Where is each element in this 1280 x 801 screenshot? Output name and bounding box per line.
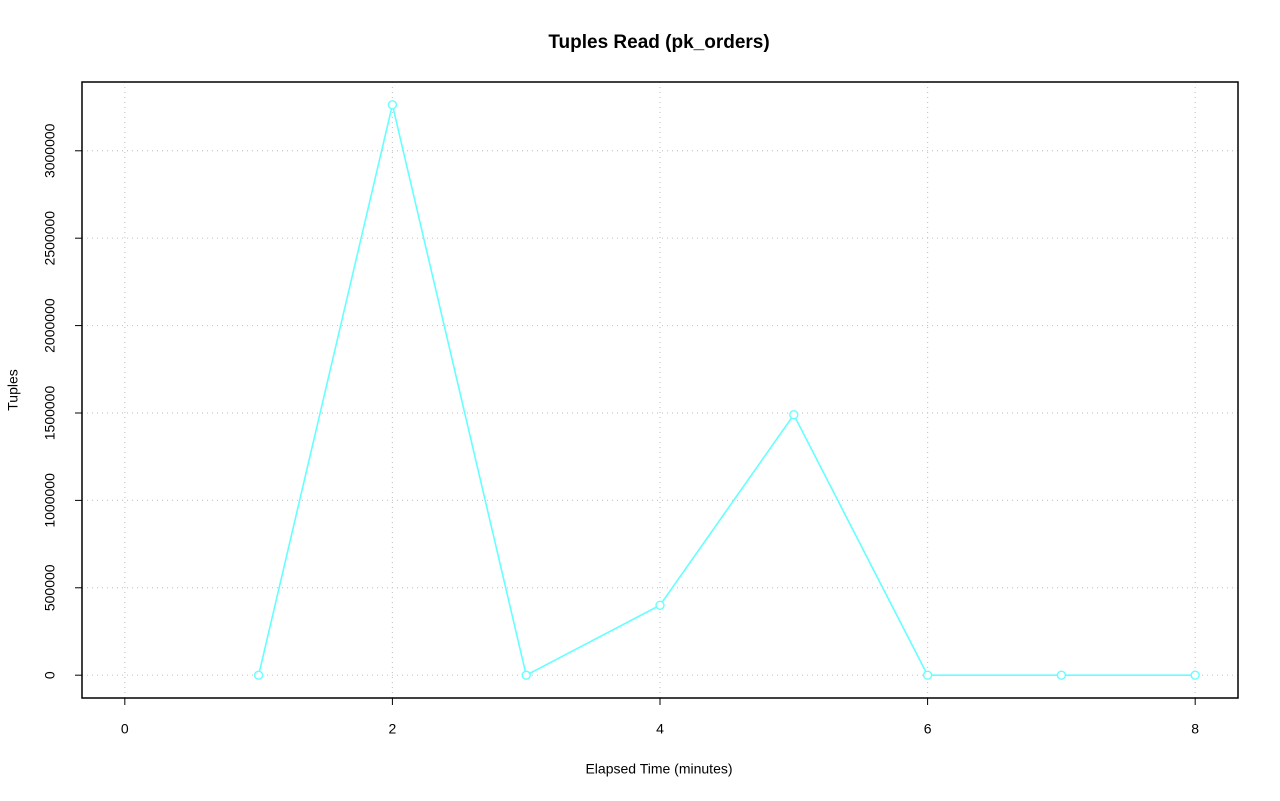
chart-title: Tuples Read (pk_orders): [548, 32, 769, 53]
data-point: [521, 670, 531, 680]
data-point: [789, 410, 799, 420]
y-tick-label: 2000000: [42, 298, 58, 353]
data-point: [1056, 670, 1067, 680]
data-point: [922, 670, 933, 680]
x-tick-label: 4: [656, 721, 664, 737]
y-tick-label: 2500000: [42, 211, 58, 266]
y-axis-label: Tuples: [5, 369, 21, 411]
data-point: [387, 100, 398, 110]
y-tick-label: 0: [42, 671, 58, 679]
x-axis-label: Elapsed Time (minutes): [585, 761, 732, 777]
data-point: [1190, 670, 1200, 680]
data-point: [253, 670, 264, 680]
data-line: [257, 104, 1196, 677]
y-tick-label: 1000000: [42, 473, 58, 528]
x-tick-label: 6: [924, 721, 932, 737]
y-tick-label: 500000: [42, 564, 58, 611]
x-tick-label: 2: [389, 721, 397, 737]
plot-frame: [81, 81, 1239, 699]
data-point: [655, 600, 665, 610]
x-tick-label: 0: [121, 721, 129, 737]
y-tick-label: 1500000: [42, 386, 58, 441]
x-tick-label: 8: [1191, 721, 1199, 737]
y-tick-label: 3000000: [42, 123, 58, 178]
